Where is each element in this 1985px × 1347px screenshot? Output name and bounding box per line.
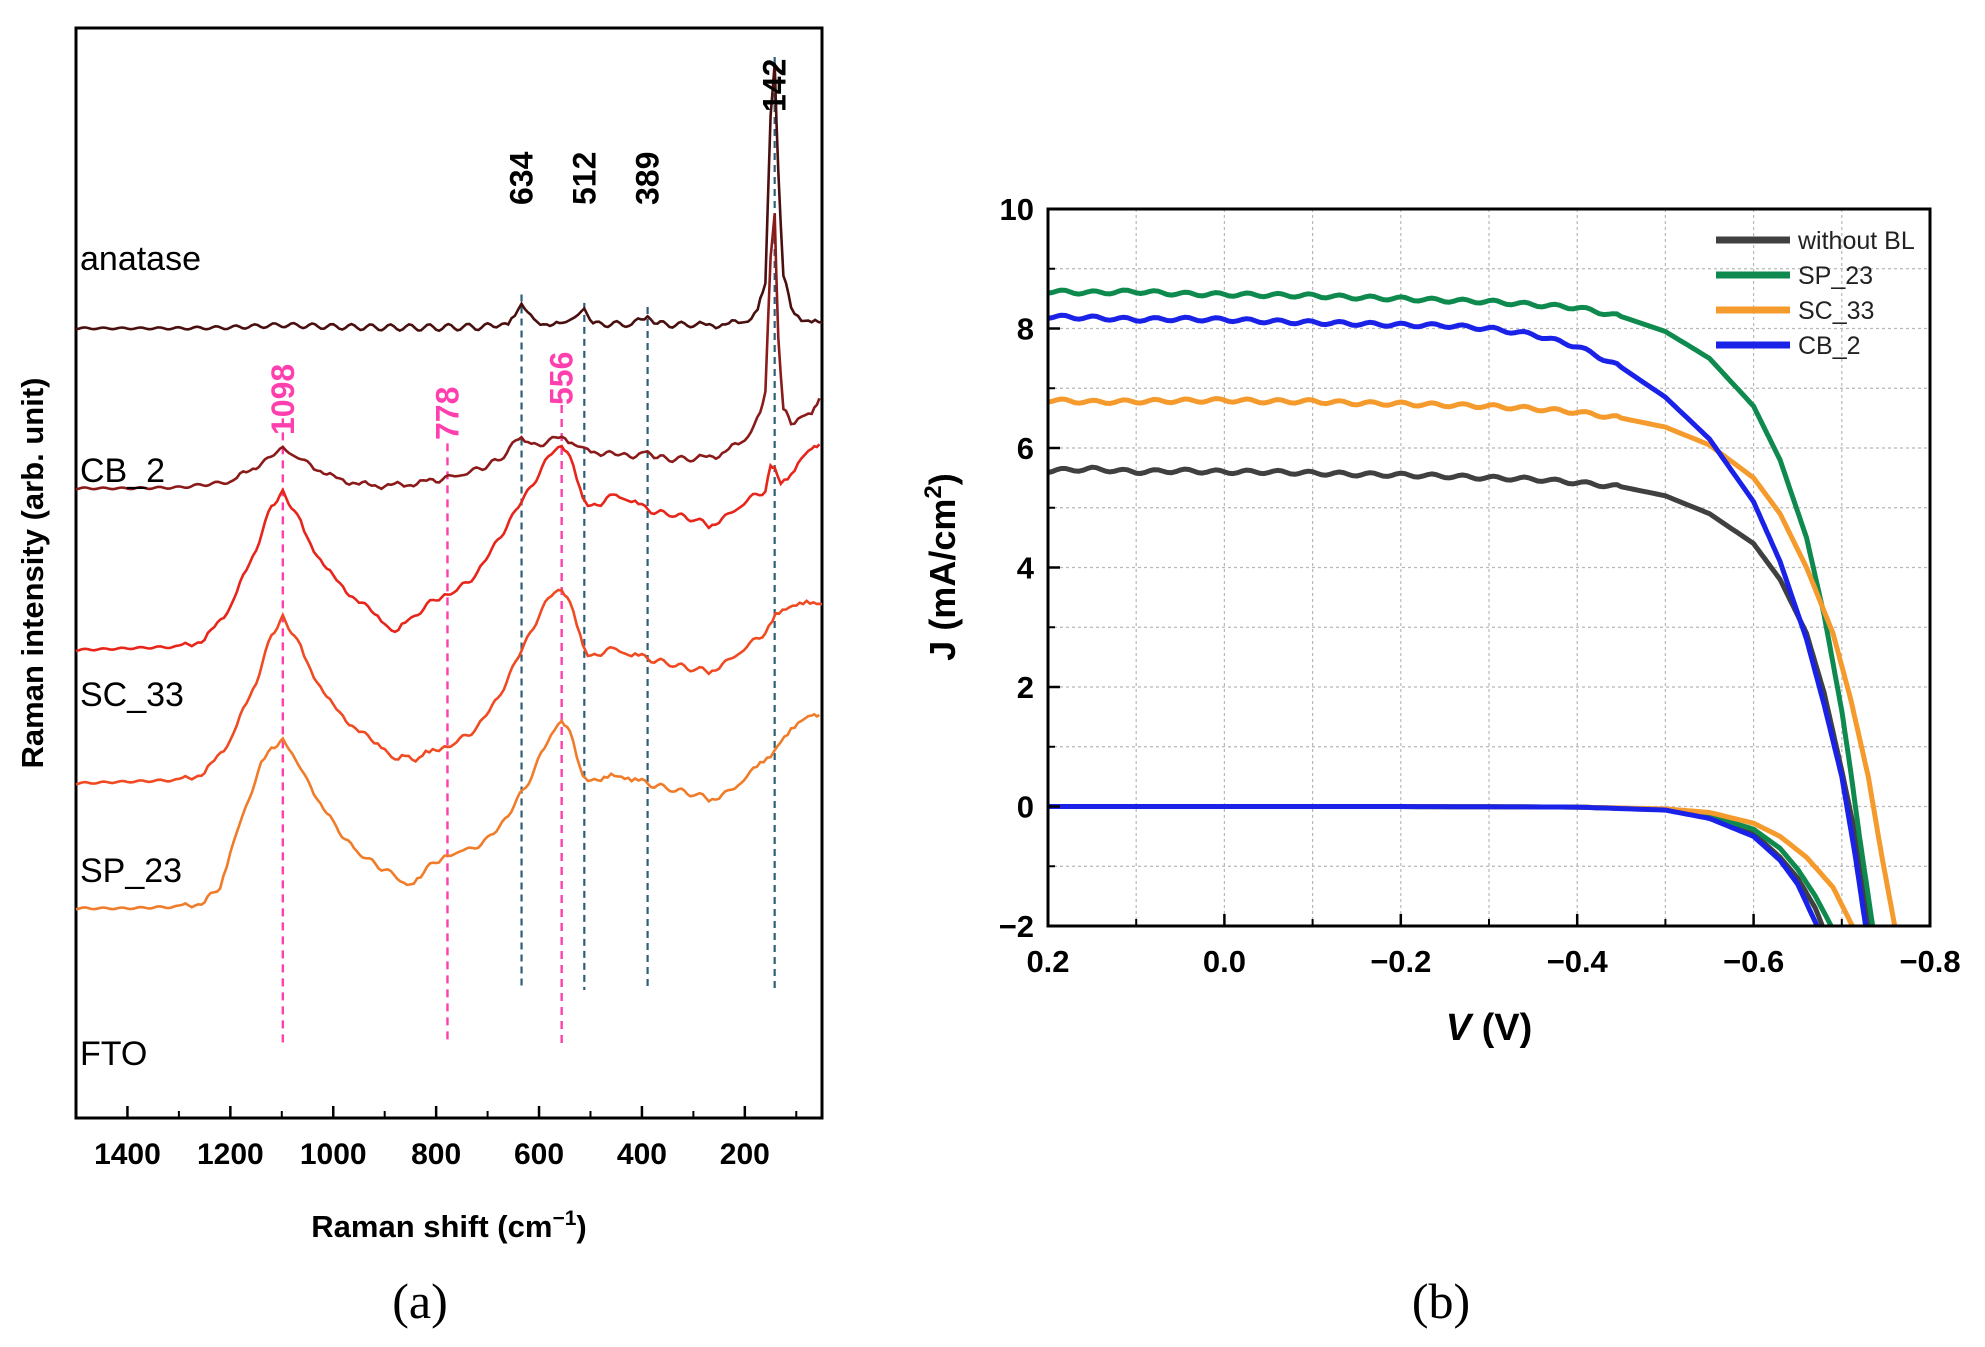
raman-series-sc-33 <box>75 443 821 653</box>
jv-y-tick-label: 4 <box>1017 551 1035 586</box>
jv-x-tick-label: −0.4 <box>1547 944 1609 979</box>
legend-label-sp-23: SP_23 <box>1798 262 1873 290</box>
jv-series-group <box>1047 287 1898 928</box>
raman-series-sp-23 <box>75 588 823 786</box>
raman-reference-lines <box>281 57 776 1045</box>
peak-label-389: 389 <box>630 152 666 205</box>
jv-dark-cb-2 <box>1048 804 1820 928</box>
jv-x-tick-label: 0.0 <box>1203 944 1246 979</box>
raman-series-fto <box>75 712 821 911</box>
jv-light-sp-23 <box>1047 287 1876 927</box>
raman-x-tick-label: 800 <box>411 1138 461 1171</box>
raman-x-tick-label: 1400 <box>94 1138 161 1171</box>
jv-y-tick-label: 2 <box>1017 670 1034 705</box>
peak-label-142: 142 <box>757 59 793 112</box>
raman-plot-frame <box>74 26 824 1120</box>
raman-peak-labels: 142 634 512 389 1098 778 556 <box>265 59 793 440</box>
caption-b: (b) <box>1412 1273 1470 1329</box>
raman-x-tick-label: 1200 <box>197 1138 264 1171</box>
raman-series-anatase <box>75 63 823 333</box>
jv-axes: 0.2 0.0 −0.2 −0.4 −0.6 −0.8 −2 0 2 4 6 8 10 <box>999 192 1961 979</box>
legend-label-cb-2: CB_2 <box>1798 332 1861 360</box>
peak-label-1098: 1098 <box>265 364 301 435</box>
series-label-sc-33: SC_33 <box>80 676 184 714</box>
peak-label-512: 512 <box>566 152 602 205</box>
jv-x-tick-label: −0.6 <box>1723 944 1784 979</box>
jv-y-tick-label: −2 <box>999 909 1034 944</box>
raman-x-tick-label: 1000 <box>300 1138 367 1171</box>
jv-panel: 0.2 0.0 −0.2 −0.4 −0.6 −0.8 −2 0 2 4 6 8 10 without … <box>920 192 1961 1329</box>
raman-x-tick-label: 200 <box>720 1138 770 1171</box>
jv-x-axis-label: V (V) <box>1446 1007 1533 1049</box>
jv-y-tick-label: 6 <box>1017 431 1034 466</box>
raman-series-group <box>75 63 823 911</box>
caption-a: (a) <box>392 1273 448 1329</box>
raman-x-tick-label: 600 <box>514 1138 564 1171</box>
legend-label-without-bl: without BL <box>1797 227 1915 255</box>
jv-y-tick-label: 0 <box>1017 790 1034 825</box>
raman-panel: anatase CB_2 SC_33 SP_23 FTO 142 634 512… <box>15 26 824 1329</box>
jv-light-sc-33 <box>1047 396 1898 927</box>
jv-legend: without BL SP_23 SC_33 CB_2 <box>1716 227 1915 360</box>
raman-series-cb-2 <box>75 213 821 491</box>
peak-label-778: 778 <box>429 387 465 440</box>
jv-y-tick-label: 8 <box>1017 312 1034 347</box>
series-label-anatase: anatase <box>80 240 201 278</box>
peak-label-556: 556 <box>544 352 580 405</box>
raman-x-tick-label: 400 <box>617 1138 667 1171</box>
jv-x-tick-label: −0.2 <box>1370 944 1431 979</box>
peak-label-634: 634 <box>504 151 540 205</box>
jv-y-axis-label: J (mA/cm2) <box>920 473 963 660</box>
series-label-sp-23: SP_23 <box>80 852 182 890</box>
series-label-cb-2: CB_2 <box>80 452 165 490</box>
legend-label-sc-33: SC_33 <box>1798 297 1874 325</box>
jv-x-tick-label: 0.2 <box>1026 944 1069 979</box>
raman-series-labels: anatase CB_2 SC_33 SP_23 FTO <box>80 240 201 1073</box>
raman-x-axis-label: Raman shift (cm−1) <box>311 1207 586 1244</box>
jv-light-cb-2 <box>1047 312 1869 927</box>
raman-y-axis-label: Raman intensity (arb. unit) <box>15 378 50 769</box>
series-label-fto: FTO <box>80 1035 147 1073</box>
jv-x-tick-label: −0.8 <box>1899 944 1960 979</box>
raman-x-axis: 1400 1200 1000 800 600 400 200 <box>94 1106 798 1171</box>
jv-y-tick-label: 10 <box>1000 192 1034 227</box>
